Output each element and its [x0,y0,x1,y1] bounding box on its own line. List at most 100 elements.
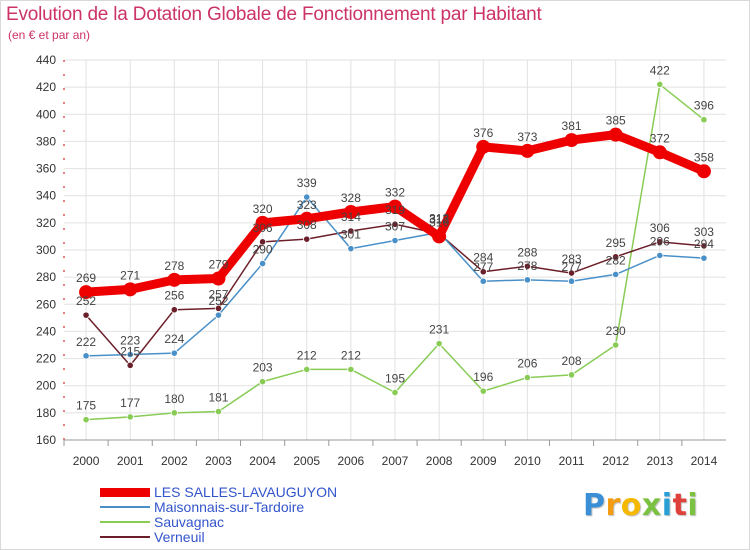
data-label: 310 [429,215,449,229]
data-label: 252 [208,294,228,308]
data-point [258,378,267,386]
data-label: 256 [164,289,184,303]
data-label: 231 [429,323,449,337]
data-label: 422 [650,63,670,77]
data-label: 295 [606,236,626,250]
data-label: 288 [517,245,537,259]
y-tick-label: 200 [36,379,56,393]
data-label: 313 [429,211,449,225]
chart-subtitle: (en € et par an) [8,28,91,42]
data-label: 230 [606,324,626,338]
y-tick-label: 380 [36,134,56,148]
chart-title: Evolution de la Dotation Globale de Fonc… [6,4,542,25]
x-tick-label: 2014 [691,454,718,468]
data-point [608,127,623,142]
y-tick-label: 260 [36,297,56,311]
x-tick-label: 2007 [382,454,409,468]
data-label: 252 [76,294,96,308]
data-label: 314 [341,210,361,224]
data-label: 279 [208,258,228,272]
data-point [347,365,355,374]
legend-swatch [100,506,150,508]
data-point [391,220,399,228]
data-label: 215 [120,344,140,358]
data-point [652,145,667,160]
series-layer [79,80,711,424]
x-tick-label: 2011 [559,454,585,468]
data-labels: 175 177 180 181 203 212 212 195 231 196 206 208 230 4… [76,63,714,412]
data-point [391,388,399,397]
data-point [82,416,90,424]
data-label: 180 [164,392,184,406]
data-point [170,409,178,417]
data-point [656,251,664,260]
data-point [126,361,134,369]
x-tick-label: 2008 [426,454,453,468]
data-label: 175 [76,399,96,413]
y-tick-label: 440 [36,53,56,67]
data-point [126,350,134,359]
data-point [391,236,399,245]
data-point [211,271,226,286]
data-point [299,211,314,226]
data-point [82,311,90,319]
data-label: 277 [473,260,493,274]
data-point [170,306,178,314]
data-label: 332 [385,186,405,200]
data-label: 307 [385,220,405,234]
data-label: 385 [606,114,626,128]
data-point [258,259,267,268]
data-label: 278 [164,259,184,273]
legend-swatch [100,536,150,538]
data-point [700,254,708,262]
data-point [343,205,358,219]
y-tick-label: 180 [36,406,56,420]
data-label: 195 [385,372,405,386]
y-tick-label: 280 [36,270,56,284]
data-label: 294 [694,237,714,251]
x-tick-label: 2013 [646,454,673,468]
data-label: 312 [429,213,449,227]
data-label: 319 [385,203,405,217]
data-point [82,352,90,360]
data-label: 271 [120,268,140,282]
x-tick-label: 2002 [161,454,188,468]
axes: 160 180 200 220 240 260 280 300 320 340 360 380 400 4… [36,53,726,468]
x-tick-label: 2005 [293,454,320,468]
data-point [476,139,491,154]
data-point [656,238,664,246]
legend-label: LES SALLES-LAVAUGUYON [154,484,338,500]
data-label: 376 [473,126,493,140]
data-point [479,268,487,276]
x-tick-label: 2000 [73,454,100,468]
data-label: 296 [650,234,670,248]
data-label: 208 [562,354,582,368]
data-point [347,227,355,235]
legend-label: Sauvagnac [154,514,225,530]
data-label: 284 [473,251,493,265]
x-tick-label: 2009 [470,454,497,468]
data-label: 373 [517,130,537,144]
data-point [432,229,447,244]
legend-swatch [100,487,150,497]
x-tick-label: 2010 [514,454,541,468]
data-point [258,238,267,246]
data-label: 381 [562,119,582,133]
data-label: 306 [253,221,273,235]
data-point [700,116,708,124]
y-tick-label: 360 [36,162,56,176]
legend-label: Maisonnais-sur-Tardoire [154,499,305,515]
data-point [170,349,178,357]
y-tick-label: 240 [36,324,56,338]
data-label: 181 [208,391,228,405]
data-point [479,277,487,285]
data-label: 303 [694,225,714,239]
data-point [303,193,311,201]
data-point [214,407,223,416]
data-point [656,80,664,89]
data-label: 396 [694,99,714,113]
data-point [167,272,182,287]
data-point [303,365,311,374]
y-tick-label: 400 [36,107,56,121]
line-chart: 160 180 200 220 240 260 280 300 320 340 360 380 400 4… [36,53,726,468]
